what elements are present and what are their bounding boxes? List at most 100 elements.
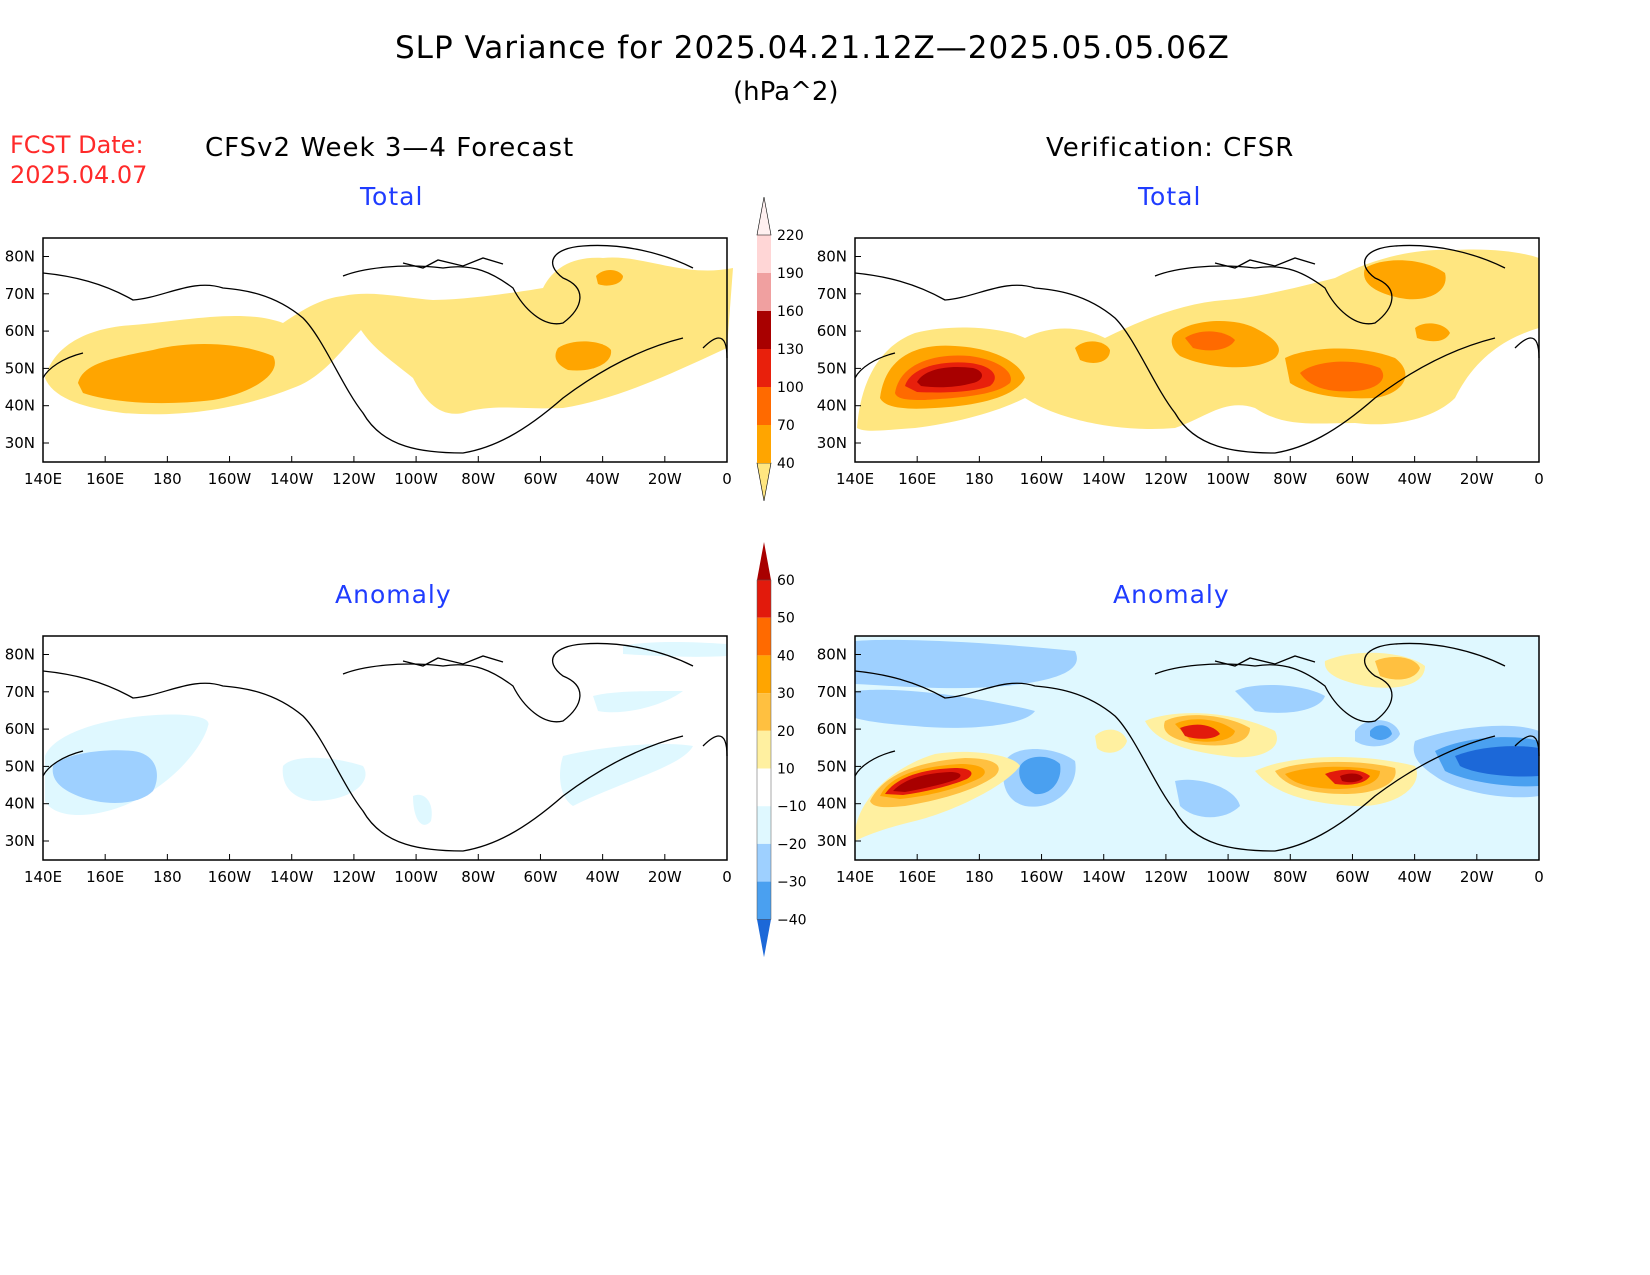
colorbar-swatch — [757, 387, 771, 425]
forecast-total-coastlines — [42, 244, 728, 454]
forecast-total-title: Total — [360, 182, 424, 211]
fcst-date-label: FCST Date: — [10, 131, 144, 159]
lon-label: 100W — [394, 470, 438, 488]
lon-label: 160E — [86, 470, 124, 488]
colorbar-swatch — [757, 273, 771, 311]
verification-total-coastlines — [854, 244, 1540, 454]
verification-total-title: Total — [1138, 182, 1202, 211]
lon-label: 140W — [1082, 470, 1126, 488]
colorbar-swatch — [757, 768, 771, 807]
lon-label: 0 — [1534, 470, 1544, 488]
colorbar-swatch — [757, 655, 771, 694]
colorbar-label: 50 — [777, 611, 795, 627]
lon-label: 0 — [1534, 868, 1544, 886]
lon-label: 120W — [332, 868, 376, 886]
lat-label: 70N — [5, 285, 35, 303]
colorbar-label: −20 — [777, 837, 807, 853]
lon-label: 180 — [153, 470, 182, 488]
lat-label: 40N — [5, 397, 35, 415]
colorbar-label: −40 — [777, 912, 807, 928]
lon-label: 60W — [1335, 470, 1369, 488]
lon-label: 40W — [586, 868, 620, 886]
lon-label: 100W — [1206, 470, 1250, 488]
verification-anomaly-frame — [854, 635, 1540, 861]
lat-label: 50N — [5, 359, 35, 377]
colorbar-label: 160 — [777, 304, 804, 320]
figure-title: SLP Variance for 2025.04.21.12Z—2025.05.… — [395, 30, 1230, 66]
colorbar-swatch — [757, 349, 771, 387]
lat-label: 60N — [5, 322, 35, 340]
colorbar-label: 20 — [777, 724, 795, 740]
colorbar-swatch — [756, 462, 772, 502]
lon-label: 120W — [332, 470, 376, 488]
lon-label: 160E — [86, 868, 124, 886]
lat-label: 70N — [5, 683, 35, 701]
lon-label: 140E — [836, 868, 874, 886]
lat-label: 70N — [817, 683, 847, 701]
verification-anomaly-field — [855, 636, 1539, 860]
lon-label: 120W — [1144, 470, 1188, 488]
lat-label: 40N — [817, 795, 847, 813]
forecast-total-frame — [42, 237, 728, 463]
lon-label: 160E — [898, 470, 936, 488]
lat-label: 80N — [5, 646, 35, 664]
colorbar-outline — [756, 579, 772, 920]
lon-label: 60W — [523, 470, 557, 488]
lat-label: 50N — [5, 757, 35, 775]
lat-label: 30N — [5, 832, 35, 850]
lat-label: 80N — [817, 646, 847, 664]
colorbar-swatch — [757, 425, 771, 463]
lon-label: 160W — [208, 470, 252, 488]
verification-anomaly-map: 80N 70N 60N 50N 40N 30N 140E 160E 180 160W 140W 12… — [817, 635, 1544, 886]
colorbar-label: 70 — [777, 418, 795, 434]
lon-label: 40W — [586, 470, 620, 488]
lon-label: 20W — [1460, 470, 1494, 488]
colorbar-label: 190 — [777, 266, 804, 282]
lat-label: 60N — [817, 720, 847, 738]
lat-label: 80N — [817, 248, 847, 266]
verification-total-field — [857, 249, 1539, 431]
lon-label: 80W — [1273, 868, 1307, 886]
fcst-date-value: 2025.04.07 — [10, 161, 148, 189]
lat-label: 50N — [817, 359, 847, 377]
lon-label: 80W — [461, 470, 495, 488]
colorbar-label: 130 — [777, 342, 804, 358]
lon-label: 40W — [1398, 470, 1432, 488]
colorbar-label: 40 — [777, 648, 795, 664]
lat-label: 70N — [817, 285, 847, 303]
lon-label: 80W — [1273, 470, 1307, 488]
colorbar-label: 40 — [777, 456, 795, 472]
anomaly-colorbar: 60 50 40 30 20 10 −10 −20 −30 −40 — [756, 542, 807, 958]
colorbar-swatch — [757, 580, 771, 618]
lon-label: 140W — [270, 470, 314, 488]
lon-label: 160W — [1020, 470, 1064, 488]
forecast-total-map: 80N 70N 60N 50N 40N 30N 140E 160E 180 160W 140W 12… — [5, 237, 733, 488]
forecast-anomaly-map: 80N 70N 60N 50N 40N 30N 140E 160E 180 160W 140W 12… — [5, 635, 732, 886]
lon-label: 160W — [1020, 868, 1064, 886]
lat-label: 50N — [817, 757, 847, 775]
colorbar-swatch — [757, 693, 771, 731]
colorbar-label: −30 — [777, 875, 807, 891]
lat-label: 30N — [817, 832, 847, 850]
colorbar-swatch — [757, 843, 771, 882]
lon-label: 0 — [722, 868, 732, 886]
lat-label: 30N — [817, 434, 847, 452]
lon-label: 180 — [965, 470, 994, 488]
lon-label: 100W — [394, 868, 438, 886]
forecast-anomaly-field — [45, 641, 727, 825]
lon-label: 160E — [898, 868, 936, 886]
colorbar-swatch — [757, 881, 771, 920]
verification-total-frame — [854, 237, 1540, 463]
lon-label: 20W — [648, 868, 682, 886]
lon-label: 180 — [965, 868, 994, 886]
forecast-heading: CFSv2 Week 3—4 Forecast — [205, 133, 575, 163]
colorbar-label: 100 — [777, 380, 804, 396]
lat-label: 60N — [817, 322, 847, 340]
lon-label: 100W — [1206, 868, 1250, 886]
colorbar-swatch — [756, 196, 772, 236]
forecast-total-field — [45, 257, 733, 415]
lon-label: 0 — [722, 470, 732, 488]
lon-label: 20W — [1460, 868, 1494, 886]
colorbar-label: 10 — [777, 762, 795, 778]
lat-label: 40N — [817, 397, 847, 415]
